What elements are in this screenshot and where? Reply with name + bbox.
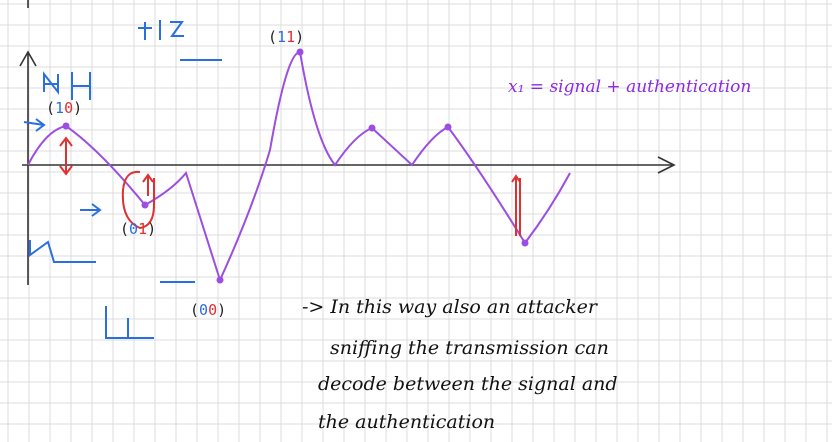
- label-code-00: (00): [190, 301, 226, 319]
- peak-point-11: [296, 48, 304, 56]
- signal-peaks: [62, 48, 529, 284]
- note-line-2: sniffing the transmission can: [330, 337, 609, 359]
- x-axis-arrowhead: [657, 156, 676, 174]
- handwritten-note: -> In this way also an attacker sniffing…: [302, 296, 618, 433]
- point-01: [141, 201, 149, 209]
- blue-symbol-nh: [43, 71, 91, 100]
- blue-symbol-rl: [29, 240, 96, 263]
- blue-arrow-left: [23, 118, 46, 132]
- blue-symbol-top: [138, 20, 184, 40]
- red-bracket-middle: [121, 170, 155, 230]
- y-axis-arrowhead: [19, 50, 37, 67]
- point-00: [216, 276, 224, 284]
- label-code-01: (01): [120, 220, 156, 238]
- note-line-3: decode between the signal and: [318, 373, 618, 395]
- blue-annotations: [23, 20, 222, 339]
- blue-arrow-middle: [80, 203, 102, 217]
- formula-text: x₁ = signal + authentication: [508, 77, 751, 97]
- coordinate-axes: [19, 0, 676, 285]
- blue-symbol-ll: [105, 306, 154, 339]
- label-code-11: (11): [268, 28, 304, 46]
- signal-waveform: [27, 50, 571, 283]
- trough-point: [521, 239, 529, 247]
- red-double-arrow-left: [59, 136, 73, 176]
- red-bracket-right: [511, 174, 521, 236]
- peak-point-10: [62, 122, 70, 130]
- red-markers: [59, 136, 521, 236]
- note-line-4: the authentication: [318, 411, 495, 433]
- label-code-10: (10): [46, 99, 82, 117]
- peak-point-a: [368, 124, 376, 132]
- red-arrow-middle: [142, 173, 154, 196]
- note-line-1: -> In this way also an attacker: [302, 296, 599, 318]
- peak-point-b: [444, 123, 452, 131]
